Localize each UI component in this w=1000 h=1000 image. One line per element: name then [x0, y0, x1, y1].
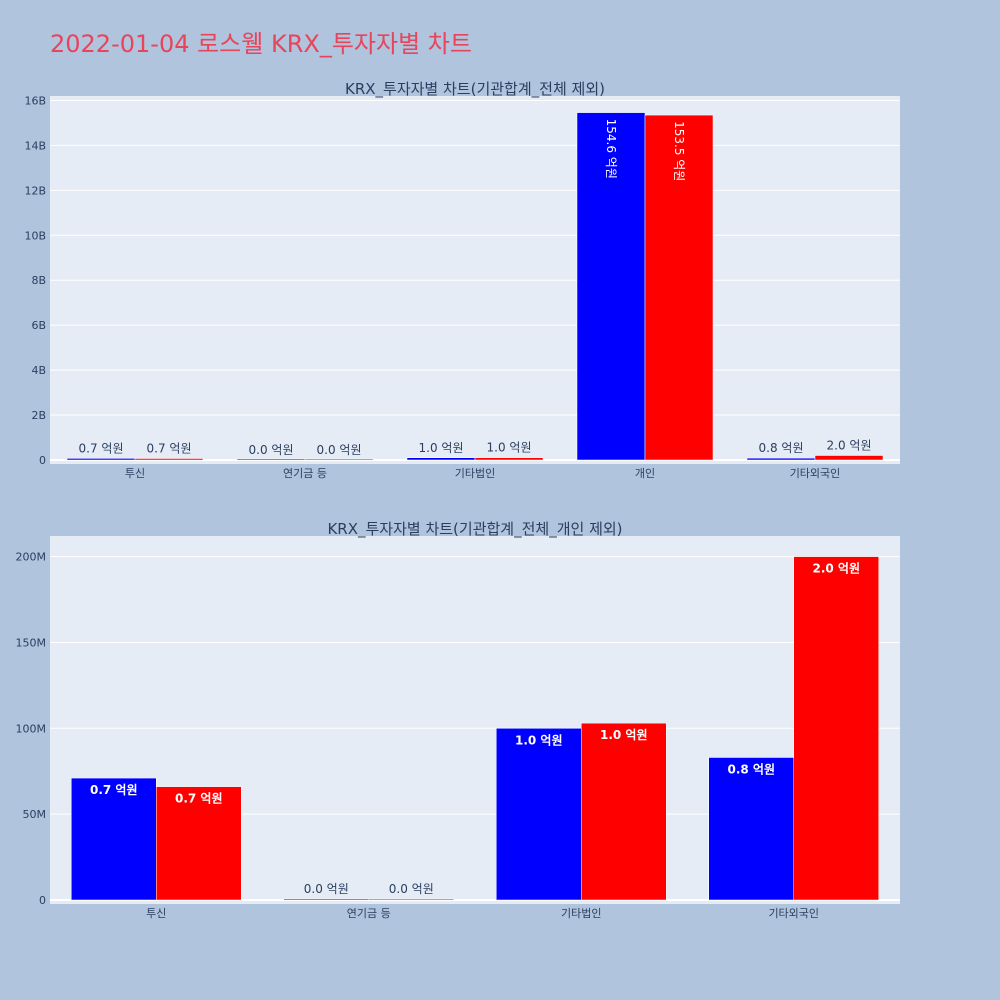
bar — [644, 114, 714, 461]
chart-title: KRX_투자자별 차트(기관합계_전체_개인 제외) — [327, 520, 622, 539]
data-label: 0.0 억원 — [317, 443, 362, 457]
data-label: 2.0 억원 — [827, 439, 872, 453]
bar — [581, 722, 667, 901]
bar — [746, 457, 816, 461]
bar — [134, 458, 204, 461]
x-tick-label: 기타법인 — [561, 907, 601, 920]
data-label: 1.0 억원 — [487, 441, 532, 455]
y-tick-label: 10B — [24, 229, 46, 242]
x-tick-label: 기타법인 — [455, 467, 495, 480]
x-tick-label: 연기금 등 — [347, 907, 391, 920]
bar — [71, 777, 157, 901]
y-tick-label: 0 — [39, 454, 46, 467]
y-tick-label: 16B — [24, 94, 46, 107]
y-tick-label: 12B — [24, 184, 46, 197]
x-tick-label: 연기금 등 — [283, 467, 327, 480]
y-tick-label: 8B — [31, 274, 46, 287]
y-tick-label: 150M — [16, 636, 47, 649]
bar — [368, 898, 454, 901]
data-label: 0.0 억원 — [249, 443, 294, 457]
chart-bottom: 0 50M 100M 150M 200M KRX_투자자별 차트(기관합계_전체_개인 제… — [16, 520, 900, 920]
y-tick-label: 2B — [31, 409, 46, 422]
y-tick-label: 4B — [31, 364, 46, 377]
data-label: 1.0 억원 — [419, 441, 464, 455]
bar — [236, 458, 306, 461]
y-tick-label: 100M — [16, 722, 47, 735]
data-label: 2.0 억원 — [812, 562, 860, 576]
y-tick-label: 6B — [31, 319, 46, 332]
y-tick-label: 50M — [23, 808, 47, 821]
x-tick-label: 개인 — [635, 467, 655, 480]
bar — [406, 457, 476, 461]
data-label: 0.0 억원 — [304, 882, 349, 896]
chart-top: 0 2B 4B 6B 8B 10B 12B 14B 16B KRX_투자자별 차트(기관합계_전체… — [24, 80, 900, 480]
bar — [474, 457, 544, 461]
x-tick-label: 기타외국인 — [768, 907, 819, 920]
data-label: 1.0 억원 — [600, 728, 648, 742]
bar — [496, 728, 582, 901]
data-label: 154.6 억원 — [604, 119, 618, 179]
x-tick-label: 투신 — [125, 467, 145, 480]
page-title: 2022-01-04 로스웰 KRX_투자자별 차트 — [50, 30, 472, 58]
data-label: 0.7 억원 — [175, 792, 223, 806]
bar — [576, 112, 646, 461]
x-tick-label: 기타외국인 — [790, 467, 841, 480]
data-label: 0.7 억원 — [147, 442, 192, 456]
bar — [304, 458, 374, 461]
data-label: 0.0 억원 — [389, 882, 434, 896]
bar — [66, 458, 136, 461]
bar — [814, 455, 884, 461]
x-tick-label: 투신 — [146, 907, 166, 920]
data-label: 153.5 억원 — [672, 121, 686, 181]
bar — [283, 898, 369, 901]
chart-title: KRX_투자자별 차트(기관합계_전체 제외) — [345, 80, 605, 99]
data-label: 0.7 억원 — [79, 441, 124, 455]
bar — [793, 556, 879, 901]
y-tick-label: 0 — [39, 894, 46, 907]
data-label: 0.8 억원 — [759, 441, 804, 455]
bar — [708, 757, 794, 901]
data-label: 0.8 억원 — [727, 762, 775, 776]
data-label: 1.0 억원 — [515, 733, 563, 747]
bar — [156, 786, 242, 901]
y-tick-label: 200M — [16, 551, 47, 564]
y-tick-label: 14B — [24, 139, 46, 152]
data-label: 0.7 억원 — [90, 783, 138, 797]
